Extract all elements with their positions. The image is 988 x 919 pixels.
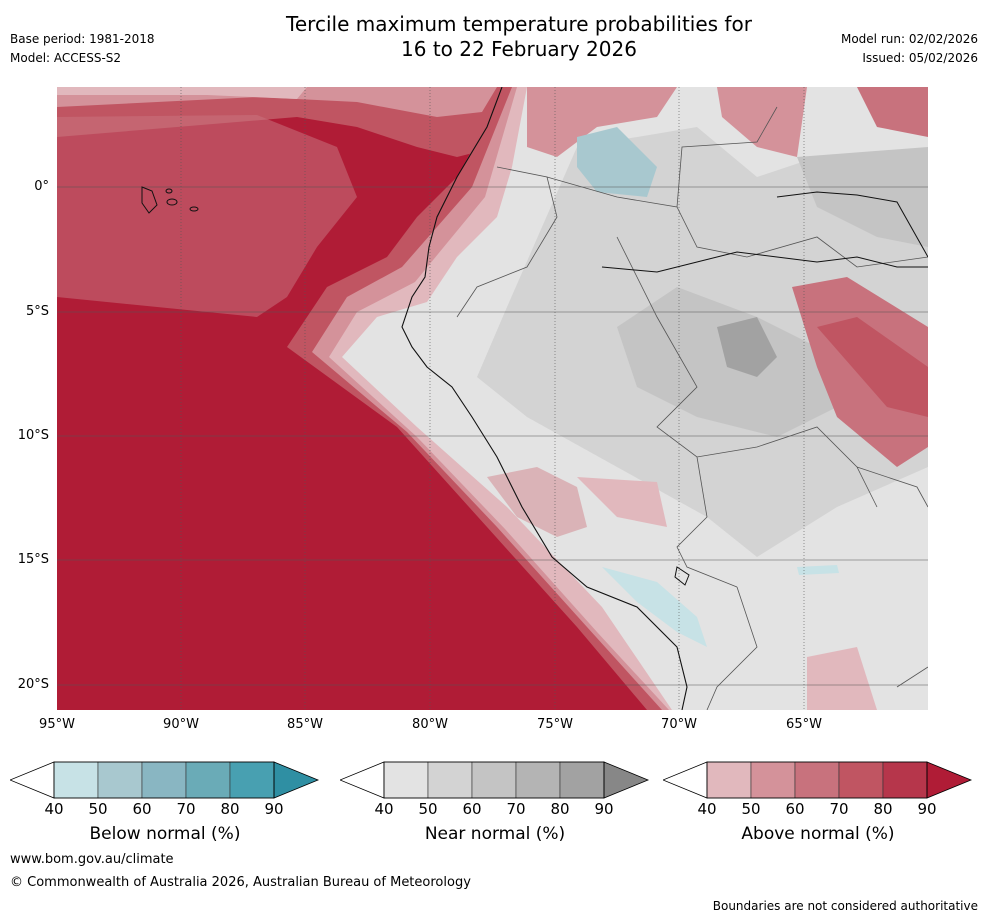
disclaimer: Boundaries are not considered authoritat… [712, 899, 978, 913]
colorbar-title: Below normal (%) [89, 824, 241, 844]
colorbar-graphic-2 [661, 761, 973, 799]
colorbar-swatch-4 [515, 761, 561, 799]
colorbar-outline [706, 761, 928, 799]
issued-date: Issued: 05/02/2026 [862, 51, 978, 65]
colorbar-outline [383, 761, 605, 799]
colorbar-tick-label: 40 [697, 800, 717, 818]
amazon-river-north [776, 191, 928, 258]
north-ocean-band-60b [57, 115, 357, 317]
lon-label-80w: 80°W [412, 717, 448, 732]
colorbar-extend-low [338, 761, 385, 799]
lat-label-15s: 15°S [17, 552, 49, 567]
colorbar-swatch-5 [229, 761, 275, 799]
lon-label-75w: 75°W [537, 717, 573, 732]
model-run: Model run: 02/02/2026 [840, 32, 978, 46]
model-name: Model: ACCESS-S2 [10, 51, 122, 65]
colorbar-graphic-1 [338, 761, 650, 799]
website-link[interactable]: www.bom.gov.au/climate [10, 852, 174, 867]
lon-label-95w: 95°W [39, 717, 75, 732]
lon-label-70w: 70°W [661, 717, 697, 732]
colorbar-tick-label: 70 [176, 800, 196, 818]
colorbar-tick-label: 80 [873, 800, 893, 818]
colorbar-tick-label: 60 [132, 800, 152, 818]
colorbar-tick-label: 50 [741, 800, 761, 818]
colorbar-extend-low [8, 761, 55, 799]
colorbar-swatch-3 [794, 761, 840, 799]
colorbar-title: Near normal (%) [424, 824, 566, 844]
colorbar-swatch-1 [383, 761, 429, 799]
colorbar-2: 40 50 60 70 80 90 Above normal (%) [661, 760, 973, 844]
colorbar-title: Above normal (%) [741, 824, 895, 844]
colorbar-tick-label: 40 [374, 800, 394, 818]
north-below-normal-patch [577, 127, 657, 197]
colorbar-legends: 40 50 60 70 80 90 Below normal (%) 40 50 60 70 80 90… [0, 760, 988, 860]
lat-label-10s: 10°S [17, 428, 49, 443]
north-ocean-band-50 [57, 87, 307, 99]
base-period: Base period: 1981-2018 [10, 32, 155, 46]
colorbar-0: 40 50 60 70 80 90 Below normal (%) [8, 760, 320, 844]
north-land-near-normal-70 [797, 147, 928, 247]
colorbar-tick-label: 70 [506, 800, 526, 818]
north-land-above-normal [527, 87, 677, 157]
south-below-normal-patch [602, 567, 707, 647]
map-title: Tercile maximum temperature probabilitie… [0, 12, 988, 62]
colorbar-tick-label: 50 [418, 800, 438, 818]
colorbar-swatch-2 [750, 761, 796, 799]
colorbar-swatch-2 [97, 761, 143, 799]
copyright-notice: © Commonwealth of Australia 2026, Austra… [10, 875, 471, 890]
amazon-river [601, 251, 928, 273]
colorbar-tick-label: 80 [550, 800, 570, 818]
east-above-normal-80 [817, 317, 928, 417]
colorbar-graphic-0 [8, 761, 320, 799]
colorbar-tick-label: 60 [462, 800, 482, 818]
colorbar-swatch-4 [185, 761, 231, 799]
colorbar-extend-high [926, 761, 973, 799]
inland-above-normal-patch [487, 467, 587, 537]
colorbar-swatch-1 [706, 761, 752, 799]
colorbar-tick-label: 40 [44, 800, 64, 818]
colorbar-tick-label: 90 [264, 800, 284, 818]
lake-titicaca [674, 566, 690, 586]
colorbar-extend-high [603, 761, 650, 799]
central-above-normal-patch [577, 477, 667, 527]
colorbar-1: 40 50 60 70 80 90 Near normal (%) [338, 760, 650, 844]
coastline [401, 87, 688, 710]
lat-label-5s: 5°S [25, 304, 49, 319]
colorbar-tick-label: 80 [220, 800, 240, 818]
colorbar-swatch-4 [838, 761, 884, 799]
parallels [57, 186, 928, 686]
colorbar-swatch-2 [427, 761, 473, 799]
title-line-2: 16 to 22 February 2026 [401, 37, 637, 61]
colorbar-swatch-3 [471, 761, 517, 799]
probability-map [57, 87, 928, 710]
colorbar-tick-label: 70 [829, 800, 849, 818]
lat-label-20s: 20°S [17, 677, 49, 692]
colorbar-extend-low [661, 761, 708, 799]
lon-label-65w: 65°W [786, 717, 822, 732]
lon-label-85w: 85°W [287, 717, 323, 732]
land-near-normal-90 [717, 317, 777, 377]
colorbar-swatch-3 [141, 761, 187, 799]
lat-label-0: 0° [34, 179, 49, 194]
ne-corner-above-normal [857, 87, 928, 137]
south-above-normal-patch [807, 647, 877, 710]
colorbar-tick-label: 90 [594, 800, 614, 818]
colorbar-tick-label: 90 [917, 800, 937, 818]
lon-label-90w: 90°W [163, 717, 199, 732]
map-canvas [57, 87, 928, 710]
colorbar-swatch-1 [53, 761, 99, 799]
country-borders [456, 106, 928, 710]
colorbar-tick-label: 60 [785, 800, 805, 818]
colorbar-swatch-5 [882, 761, 928, 799]
colorbar-outline [53, 761, 275, 799]
colorbar-tick-label: 50 [88, 800, 108, 818]
northeast-above-normal [717, 87, 807, 157]
colorbar-extend-high [273, 761, 320, 799]
colorbar-swatch-5 [559, 761, 605, 799]
title-line-1: Tercile maximum temperature probabilitie… [286, 12, 752, 36]
east-below-normal-patch [797, 565, 839, 575]
gridlines [180, 87, 805, 710]
galapagos-islands [141, 186, 199, 214]
